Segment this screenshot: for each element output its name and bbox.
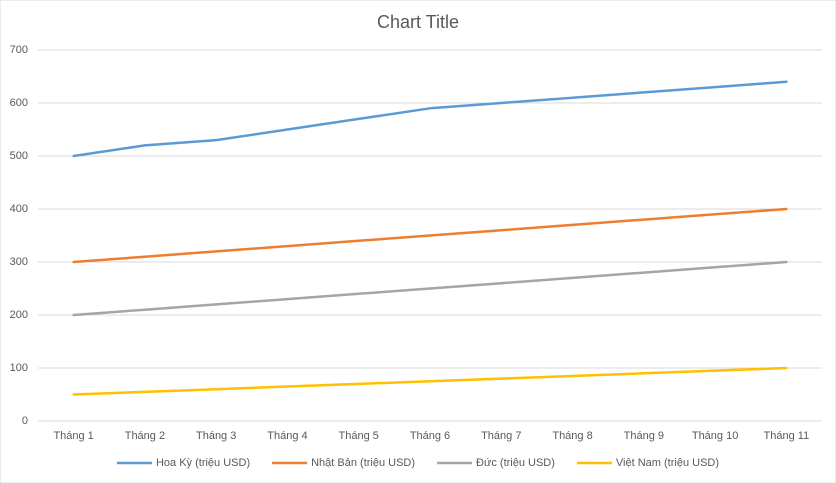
x-tick-label: Tháng 1 [53,430,93,442]
x-tick-label: Tháng 6 [410,430,450,442]
chart-title: Chart Title [377,12,459,32]
x-tick-label: Tháng 5 [339,430,379,442]
y-tick-label: 700 [10,44,28,56]
legend-label: Việt Nam (triệu USD) [616,457,719,469]
x-tick-label: Tháng 9 [624,430,664,442]
y-tick-label: 600 [10,97,28,109]
y-tick-label: 400 [10,203,28,215]
x-tick-label: Tháng 7 [481,430,521,442]
legend-label: Đức (triệu USD) [476,457,555,469]
series-line [72,366,788,396]
legend-label: Hoa Kỳ (triệu USD) [156,457,250,469]
x-tick-label: Tháng 2 [125,430,165,442]
legend-label: Nhật Bản (triệu USD) [311,457,415,469]
y-tick-label: 500 [10,150,28,162]
x-tick-label: Tháng 3 [196,430,236,442]
series-line [72,80,788,158]
x-tick-label: Tháng 8 [552,430,592,442]
x-tick-label: Tháng 10 [692,430,738,442]
y-tick-label: 0 [22,415,28,427]
y-tick-label: 300 [10,256,28,268]
series-line [72,260,788,317]
x-tick-label: Tháng 4 [267,430,307,442]
y-tick-label: 200 [10,309,28,321]
series-line [72,207,788,264]
x-tick-label: Tháng 11 [764,430,810,442]
y-tick-label: 100 [10,362,28,374]
